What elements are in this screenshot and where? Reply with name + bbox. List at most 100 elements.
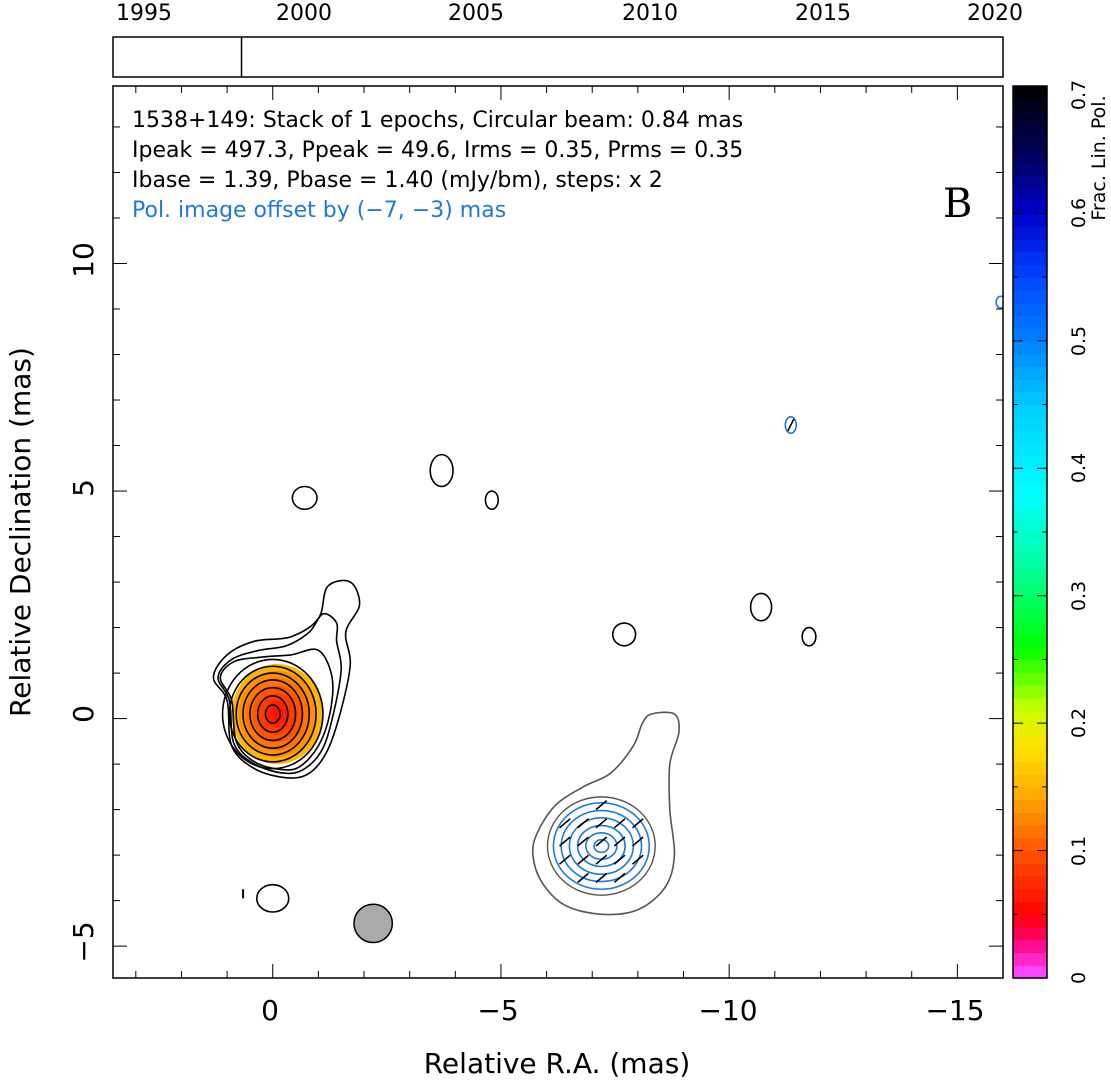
colorbar-band [1013, 888, 1047, 903]
colorbar-band [1013, 748, 1047, 762]
y-tick-label: 0 [67, 705, 100, 723]
colorbar-band [1013, 735, 1047, 750]
colorbar-tick-label: 0.1 [1068, 836, 1090, 866]
colorbar-band [1013, 442, 1047, 457]
pol-level-6 [593, 838, 610, 854]
colorbar-band [1013, 404, 1047, 418]
colorbar-band [1013, 289, 1047, 304]
colorbar-band [1013, 238, 1047, 253]
y-tick-label: −5 [67, 921, 100, 962]
evpa-stick [631, 854, 644, 865]
knot-7 [255, 883, 290, 913]
colorbar-band [1013, 86, 1047, 100]
evpa-stick [577, 854, 590, 865]
colorbar-band [1013, 98, 1047, 113]
colorbar-band [1013, 684, 1047, 699]
title-line-2: Ipeak = 497.3, Ppeak = 49.6, Irms = 0.35… [132, 138, 743, 163]
colorbar-band [1013, 468, 1047, 482]
evpa-stick [613, 854, 626, 865]
colorbar-band [1013, 774, 1047, 788]
colorbar-band [1013, 557, 1047, 571]
colorbar-band [1013, 621, 1047, 635]
colorbar-band [1013, 659, 1047, 673]
colorbar-band [1013, 850, 1047, 864]
colorbar-tick-label: 0.4 [1068, 453, 1090, 483]
y-axis-label: Relative Declination (mas) [4, 347, 37, 717]
timeline-year-label: 2000 [276, 1, 332, 26]
colorbar-band [1013, 162, 1047, 176]
colorbar-band [1013, 927, 1047, 941]
evpa-stick [613, 872, 626, 884]
colorbar-band [1013, 812, 1047, 826]
evpa-stick [558, 818, 571, 829]
colorbar-band [1013, 723, 1047, 737]
plot-area: 1538+149: Stack of 1 epochs, Circular be… [112, 85, 1004, 979]
fpol-ring [271, 707, 284, 721]
core-level-5 [228, 665, 317, 763]
colorbar-band [1013, 761, 1047, 775]
pol-feature-1 [784, 416, 798, 435]
title-line-1: 1538+149: Stack of 1 epochs, Circular be… [132, 108, 743, 133]
beam-circle [353, 903, 394, 944]
colorbar-label: Frac. Lin. Pol. [1088, 95, 1110, 220]
colorbar-band [1013, 863, 1047, 877]
colorbar-band [1013, 213, 1047, 227]
colorbar-band [1013, 481, 1047, 495]
colorbar-band [1013, 582, 1047, 597]
colorbar-tick-label: 0.5 [1068, 326, 1090, 356]
colorbar-band [1013, 786, 1047, 801]
colorbar-band [1013, 952, 1047, 966]
colorbar-band [1013, 697, 1047, 711]
colorbar-band [1013, 187, 1047, 202]
evpa-stick [558, 854, 571, 865]
colorbar-band [1013, 200, 1047, 215]
evpa-stick [577, 818, 590, 829]
colorbar-band [1013, 532, 1047, 546]
colorbar-band [1013, 340, 1047, 355]
colorbar-band [1013, 455, 1047, 469]
evpa-stick [613, 818, 626, 829]
colorbar-band [1013, 506, 1047, 520]
y-tick-label: 10 [67, 242, 100, 278]
pol-feature-2 [995, 295, 1003, 309]
timeline-year-label: 1995 [116, 1, 172, 26]
colorbar-band [1013, 608, 1047, 622]
knot-6 [801, 626, 817, 647]
x-tick-label: −5 [477, 994, 518, 1027]
colorbar-band [1013, 544, 1047, 559]
colorbar-band [1013, 876, 1047, 890]
colorbar-band [1013, 124, 1047, 138]
evpa-stick [595, 872, 608, 884]
core-level-6 [235, 672, 311, 756]
knot-3 [484, 490, 500, 511]
evpa-stick [595, 818, 608, 829]
offset-inner-contour [546, 796, 656, 896]
colorbar-band [1013, 315, 1047, 329]
colorbar-band [1013, 302, 1047, 316]
colorbar-band [1013, 136, 1047, 151]
timeline-year-label: 2010 [622, 1, 678, 26]
offset-intensity-contour [531, 711, 680, 916]
colorbar-band [1013, 226, 1047, 240]
evpa-stick [595, 836, 608, 847]
core-level-7 [242, 679, 304, 749]
colorbar-tick-label: 0.6 [1068, 198, 1090, 228]
y-tick-label: 5 [67, 479, 100, 497]
pol-offset-note: Pol. image offset by (−7, −3) mas [132, 198, 506, 223]
colorbar-band [1013, 914, 1047, 928]
evpa-stick [631, 818, 644, 829]
core-level-10 [264, 704, 281, 724]
evpa-sticks [558, 418, 795, 884]
timeline-year-label: 2005 [448, 1, 504, 26]
colorbar-band [1013, 965, 1047, 979]
evpa-stick [613, 836, 626, 847]
evpa-stick [595, 854, 608, 865]
colorbar-band [1013, 417, 1047, 431]
evpa-stick [787, 418, 795, 432]
epoch-timeline: 1995 2000 2005 2010 2015 2020 [112, 1, 1023, 78]
evpa-stick [577, 872, 590, 884]
colorbar-band [1013, 633, 1047, 648]
colorbar-tick-label: 0.3 [1068, 581, 1090, 611]
colorbar-tick-label: 0 [1068, 972, 1090, 984]
pol-level-2 [560, 809, 643, 883]
